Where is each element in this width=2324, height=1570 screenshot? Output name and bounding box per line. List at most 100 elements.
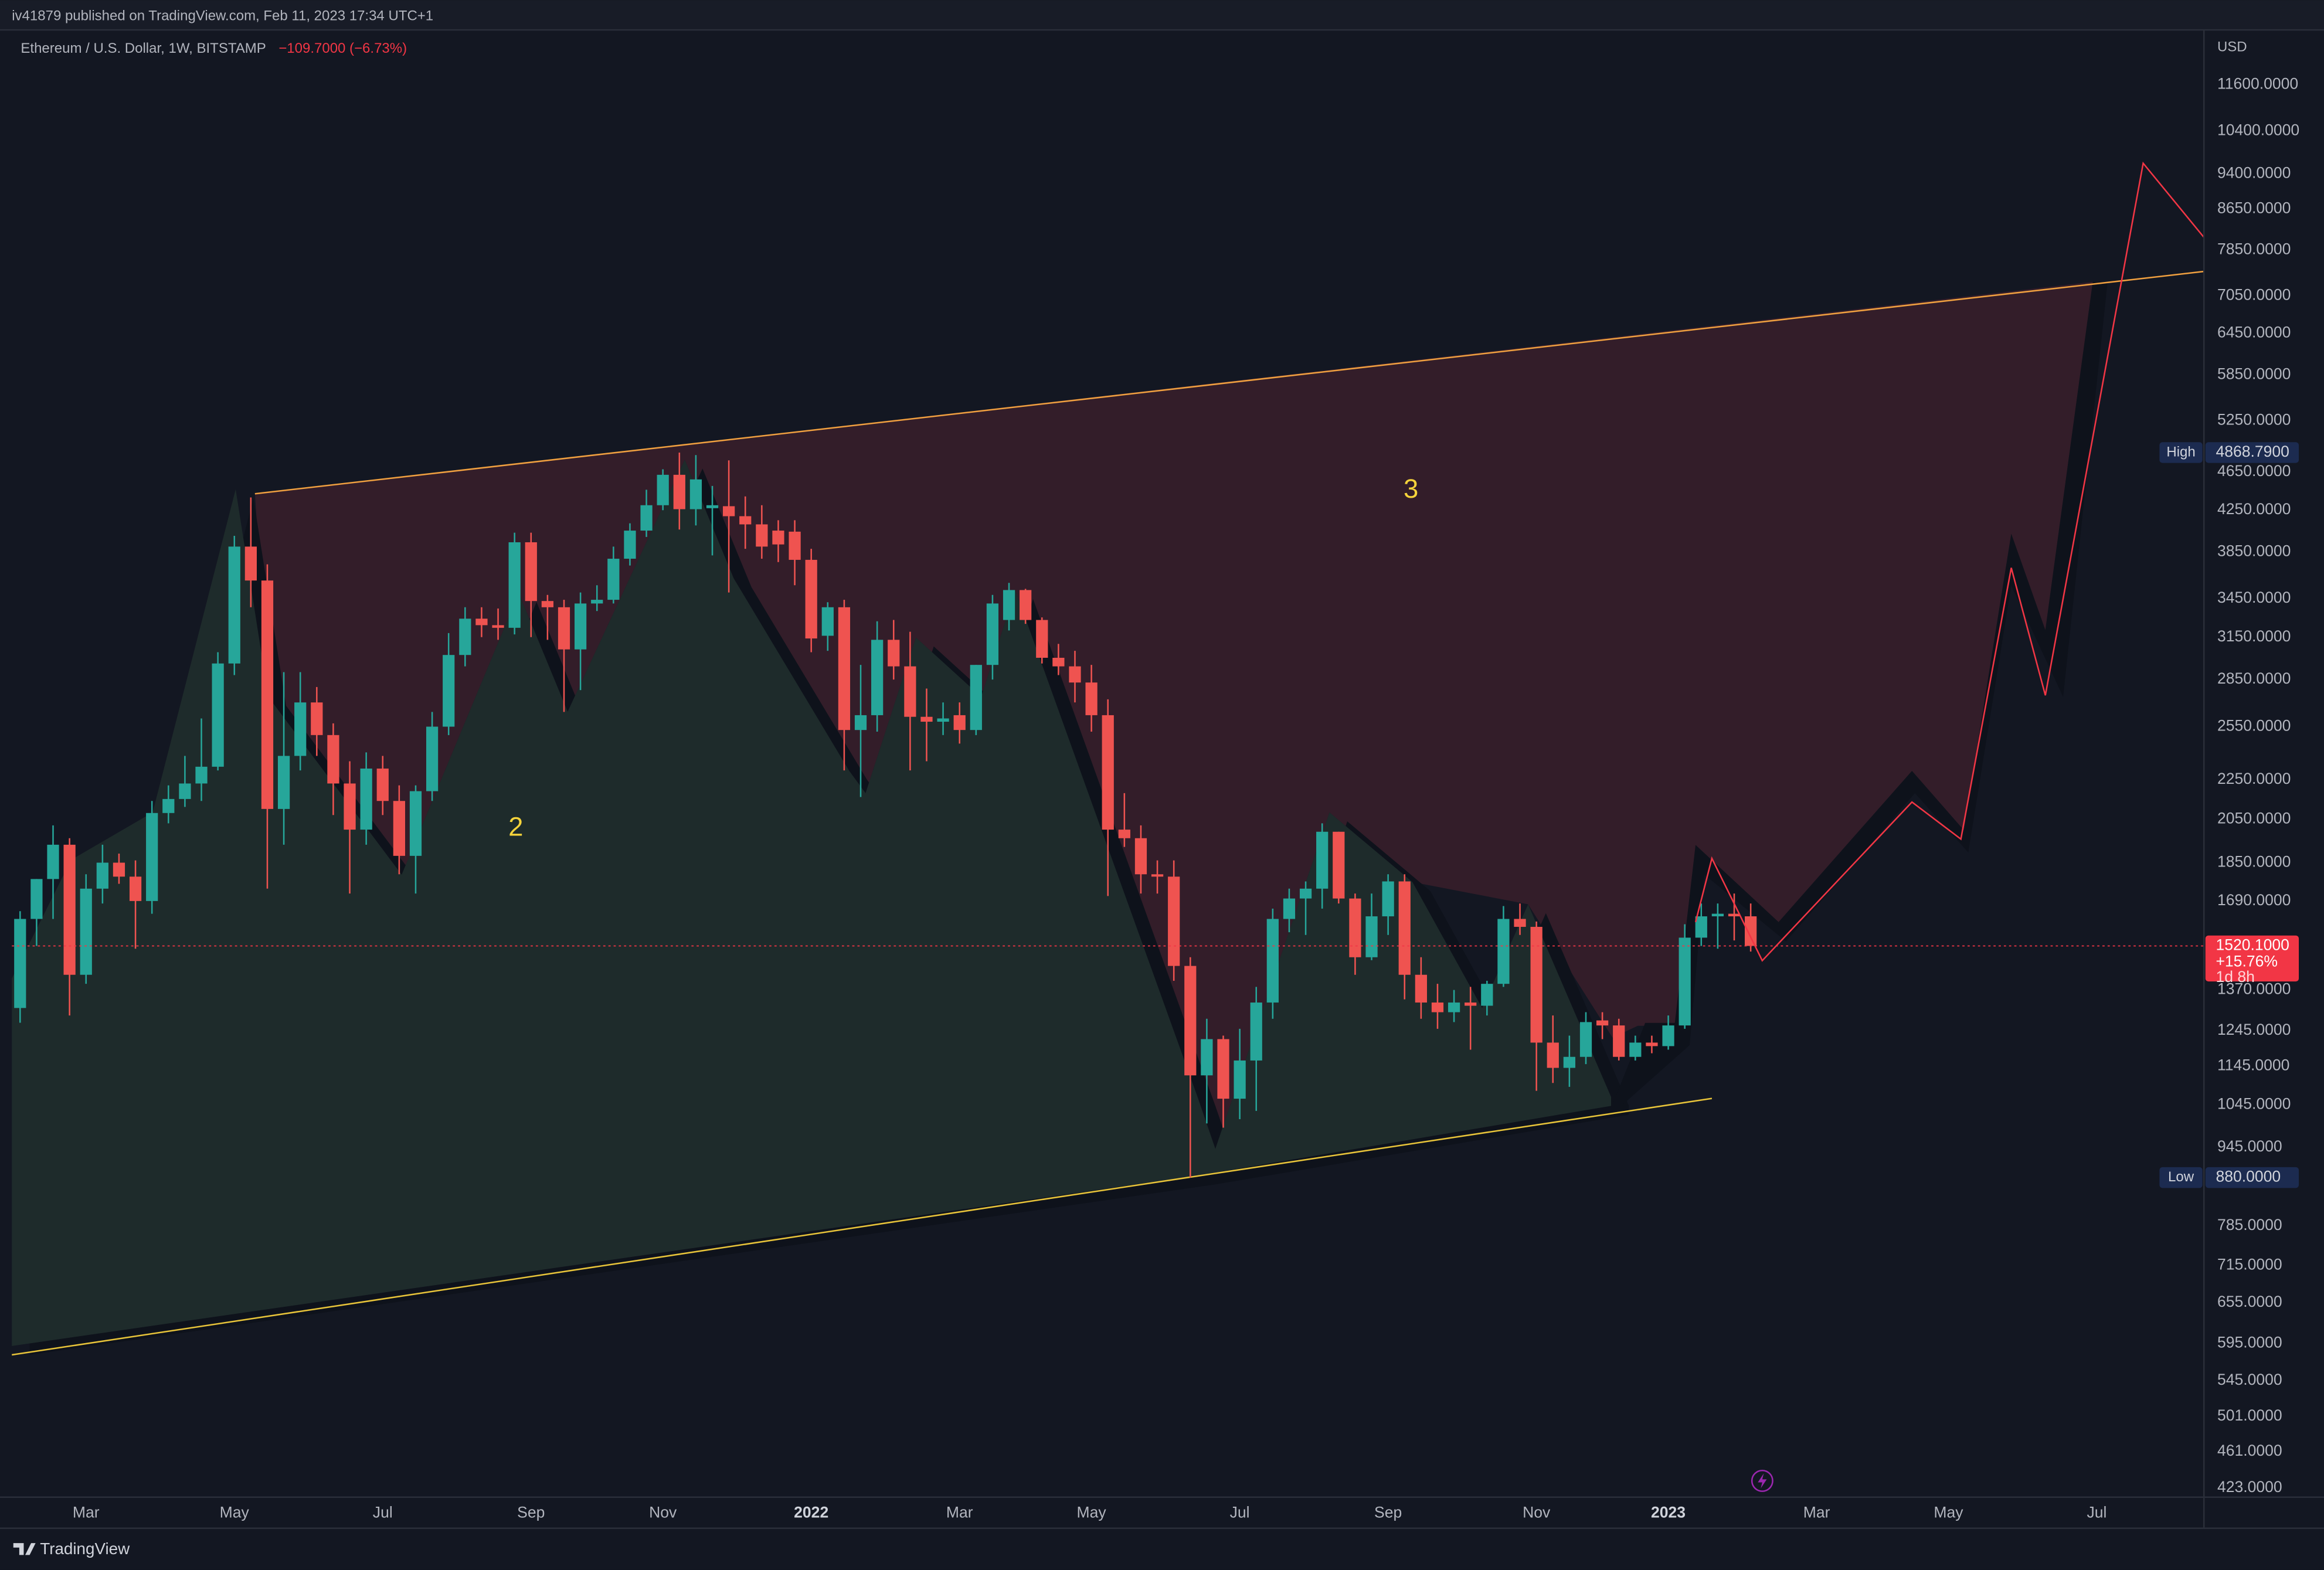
y-tick-label: 5250.0000 <box>2217 410 2291 428</box>
y-tick-label: 945.0000 <box>2217 1137 2282 1155</box>
wave-label: 3 <box>1404 474 1418 504</box>
candle-body <box>1085 682 1098 715</box>
candle-body <box>261 580 274 809</box>
candle-body <box>277 756 290 809</box>
candle-body <box>492 625 504 628</box>
y-tick-label: 461.0000 <box>2217 1442 2282 1459</box>
low-tag-name: Low <box>2168 1169 2194 1185</box>
candle-body <box>1646 1042 1658 1046</box>
y-tick-label: 2250.0000 <box>2217 770 2291 787</box>
candle-body <box>508 542 521 628</box>
x-tick-label: Sep <box>1374 1504 1402 1521</box>
candle-body <box>1052 658 1065 667</box>
y-tick-label: 2850.0000 <box>2217 670 2291 687</box>
candle-body <box>80 888 92 975</box>
candle-body <box>311 702 323 735</box>
candle-body <box>1333 831 1345 899</box>
y-tick-label: 595.0000 <box>2217 1334 2282 1351</box>
candle-body <box>1283 898 1296 919</box>
y-tick-label: 7850.0000 <box>2217 240 2291 258</box>
y-tick-label: 5850.0000 <box>2217 365 2291 382</box>
wave-label: 2 <box>508 812 523 842</box>
x-tick-label: Jul <box>373 1504 393 1521</box>
candle-body <box>723 506 735 516</box>
candle-body <box>1398 881 1411 975</box>
candle-body <box>574 603 587 650</box>
candle-body <box>1613 1025 1625 1057</box>
candle-body <box>607 559 620 600</box>
candle-body <box>1465 1003 1477 1006</box>
candle-body <box>558 607 570 650</box>
candle-body <box>195 766 208 784</box>
candle-body <box>1497 919 1510 984</box>
candle-body <box>706 505 719 508</box>
y-tick-label: 3850.0000 <box>2217 542 2291 560</box>
candle-body <box>1118 830 1130 838</box>
brand-logo <box>13 1543 36 1555</box>
candle-body <box>393 801 405 856</box>
trend-line-lower <box>12 1097 1713 1356</box>
x-tick-label: May <box>220 1504 250 1521</box>
candle-body <box>1711 913 1724 917</box>
y-tick-label: 9400.0000 <box>2217 164 2291 181</box>
y-tick-label: 1370.0000 <box>2217 980 2291 998</box>
x-tick-label: Jul <box>2087 1504 2107 1521</box>
candle-body <box>1102 715 1114 830</box>
candle-body <box>14 919 26 1008</box>
candle-body <box>1217 1039 1229 1099</box>
candle-body <box>657 474 669 505</box>
candle-body <box>1168 876 1180 966</box>
y-tick-label: 1850.0000 <box>2217 853 2291 871</box>
y-tick-label: 715.0000 <box>2217 1256 2282 1273</box>
candle-body <box>591 600 603 604</box>
currency: USD <box>2217 39 2247 55</box>
symbol-title: Ethereum / U.S. Dollar, 1W, BITSTAMP <box>21 40 266 56</box>
y-tick-label: 3150.0000 <box>2217 627 2291 645</box>
candle-body <box>854 715 867 730</box>
y-tick-label: 545.0000 <box>2217 1371 2282 1388</box>
event-icon[interactable] <box>1751 1469 1773 1492</box>
candle-body <box>1547 1042 1559 1068</box>
y-tick-label: 2050.0000 <box>2217 809 2291 827</box>
drawings <box>12 270 2204 1356</box>
y-tick-label: 1045.0000 <box>2217 1095 2291 1112</box>
candle-body <box>1662 1025 1674 1046</box>
last-price-tag <box>2205 935 2299 982</box>
candle-body <box>1415 974 1427 1003</box>
x-tick-label: Nov <box>649 1504 677 1521</box>
candle-body <box>953 715 966 730</box>
bar-countdown: 1d 8h <box>2216 968 2254 986</box>
candle-body <box>1184 966 1197 1076</box>
candle-body <box>904 666 916 717</box>
candle-body <box>525 542 537 602</box>
y-tick-label: 11600.0000 <box>2217 74 2298 92</box>
price-change: −109.7000 (−6.73%) <box>278 40 407 56</box>
candle-body <box>920 716 933 722</box>
candle-body <box>475 619 488 626</box>
candle-body <box>805 559 817 639</box>
candle-body <box>1201 1039 1213 1076</box>
candle-body <box>772 531 784 545</box>
x-tick-label: Sep <box>517 1504 545 1521</box>
candle-body <box>541 601 554 607</box>
candle-body <box>244 546 257 581</box>
y-tick-label: 1245.0000 <box>2217 1021 2291 1038</box>
low-tag-value: 880.0000 <box>2216 1168 2281 1185</box>
candle-body <box>1299 888 1312 899</box>
candle-body <box>1266 919 1279 1003</box>
candle-body <box>129 876 142 901</box>
y-tick-label: 655.0000 <box>2217 1293 2282 1310</box>
candle-body <box>443 655 455 727</box>
candle-body <box>739 516 752 525</box>
candle-body <box>1020 590 1032 620</box>
candle-body <box>1250 1003 1262 1061</box>
candle-body <box>47 844 59 879</box>
candle-body <box>689 479 702 509</box>
candle-body <box>1431 1003 1444 1012</box>
candle-body <box>970 665 982 730</box>
y-tick-label: 8650.0000 <box>2217 199 2291 217</box>
y-tick-label: 3450.0000 <box>2217 589 2291 606</box>
candle-body <box>1234 1060 1246 1099</box>
y-tick-label: 1690.0000 <box>2217 891 2291 909</box>
candle-body <box>756 524 768 547</box>
